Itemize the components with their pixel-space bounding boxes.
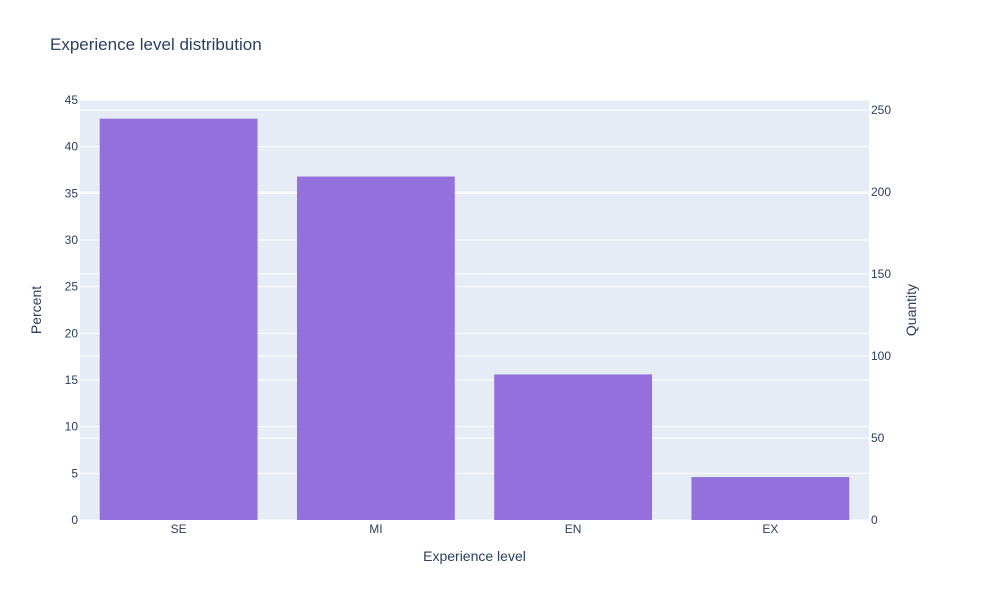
y-tick-label: 10 bbox=[65, 420, 79, 434]
y-axis-ticks: 0 5 10 15 20 25 30 35 40 45 bbox=[65, 93, 79, 527]
y-tick-label: 45 bbox=[65, 93, 79, 107]
chart-title: Experience level distribution bbox=[50, 35, 262, 54]
y-tick-label: 15 bbox=[65, 373, 79, 387]
y2-tick-label: 150 bbox=[871, 267, 891, 281]
bar-ex[interactable] bbox=[691, 477, 850, 520]
y2-tick-label: 100 bbox=[871, 349, 891, 363]
x-tick-label: MI bbox=[369, 522, 382, 536]
x-axis-ticks: SE MI EN EX bbox=[171, 522, 779, 536]
x-tick-label: EX bbox=[762, 522, 778, 536]
y-tick-label: 25 bbox=[65, 280, 79, 294]
bar-se[interactable] bbox=[99, 118, 258, 521]
y2-tick-label: 50 bbox=[871, 431, 885, 445]
x-tick-label: EN bbox=[565, 522, 582, 536]
y-tick-label: 40 bbox=[65, 140, 79, 154]
y-tick-label: 0 bbox=[71, 513, 78, 527]
bars-group bbox=[99, 118, 850, 521]
y-tick-label: 5 bbox=[71, 466, 78, 480]
x-axis-title: Experience level bbox=[423, 548, 526, 564]
y-tick-label: 35 bbox=[65, 186, 79, 200]
y2-tick-label: 250 bbox=[871, 103, 891, 117]
y2-axis-ticks: 0 50 100 150 200 250 bbox=[871, 103, 891, 527]
y-axis-title: Percent bbox=[28, 286, 44, 334]
bar-en[interactable] bbox=[494, 374, 653, 520]
y2-tick-label: 200 bbox=[871, 185, 891, 199]
y-tick-label: 20 bbox=[65, 326, 79, 340]
bar-mi[interactable] bbox=[296, 176, 455, 521]
y2-tick-label: 0 bbox=[871, 513, 878, 527]
x-tick-label: SE bbox=[171, 522, 187, 536]
y-tick-label: 30 bbox=[65, 233, 79, 247]
y2-axis-title: Quantity bbox=[903, 284, 919, 336]
